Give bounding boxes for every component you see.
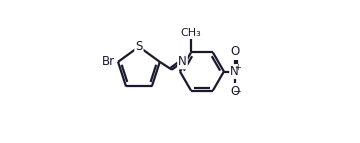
Text: +: + xyxy=(234,63,241,72)
Text: N: N xyxy=(178,55,187,68)
Text: −: − xyxy=(233,87,242,97)
Text: Br: Br xyxy=(102,55,114,68)
Text: O: O xyxy=(230,85,239,98)
Text: CH₃: CH₃ xyxy=(181,28,201,38)
Text: N: N xyxy=(230,65,239,78)
Text: O: O xyxy=(230,45,239,58)
Text: S: S xyxy=(135,40,143,53)
